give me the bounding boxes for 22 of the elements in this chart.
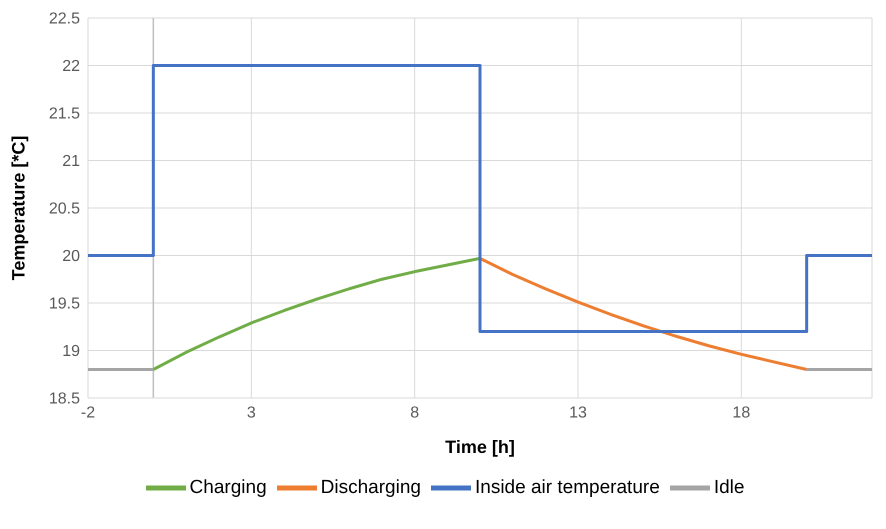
- y-tick-label: 21: [62, 153, 80, 170]
- x-axis-title: Time [h]: [445, 437, 515, 457]
- y-axis-title: Temperature [*C]: [8, 136, 28, 280]
- legend-label: Inside air temperature: [474, 477, 660, 498]
- line-series: [152, 256, 482, 371]
- legend-label: Idle: [714, 477, 744, 498]
- y-tick-label: 22.5: [48, 10, 80, 28]
- x-tick-label: 3: [246, 404, 256, 422]
- y-tick-label: 21.5: [48, 106, 80, 123]
- y-tick-label: 22: [62, 58, 80, 76]
- x-tick-label: 8: [410, 404, 420, 422]
- y-tick-label: 20.5: [48, 200, 80, 218]
- x-tick-label: -2: [80, 404, 96, 422]
- y-tick-label: 19.5: [48, 296, 80, 313]
- y-tick-label: 19: [62, 343, 80, 360]
- y-tick-label: 18.5: [48, 390, 80, 408]
- x-tick-label: 13: [569, 404, 587, 422]
- y-tick-label: 20: [62, 248, 80, 266]
- legend-label: Charging: [190, 477, 267, 498]
- legend-label: Discharging: [320, 477, 421, 498]
- line-series: [478, 256, 808, 371]
- x-tick-label: 18: [732, 404, 750, 422]
